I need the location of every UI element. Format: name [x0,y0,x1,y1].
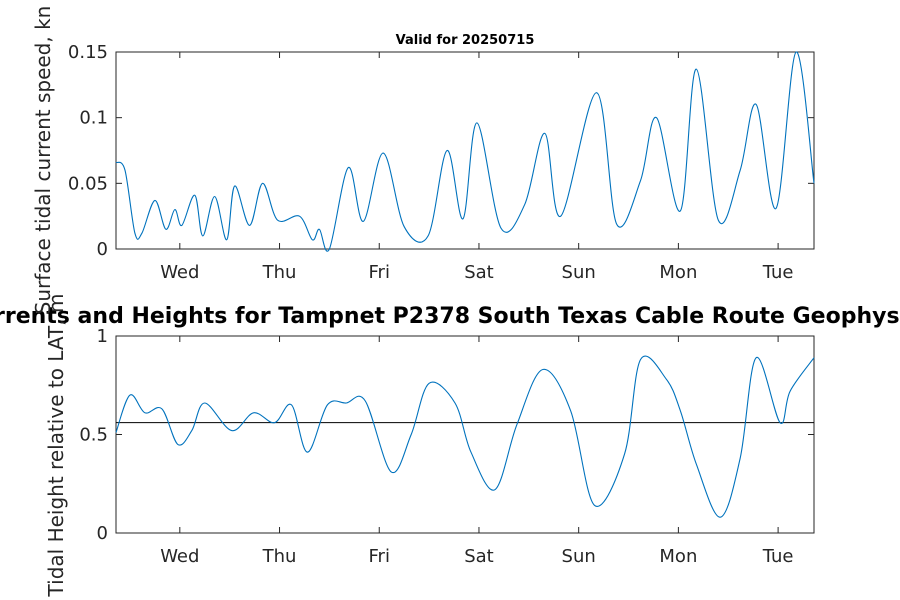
y-tick-label: 0.05 [68,173,108,194]
current-speed-axes-frame [115,51,815,250]
y-tick-label: 1 [97,326,108,347]
tidal-height-y-axis-label: Tidal Height relative to LAT, m [44,294,68,598]
current-speed-panel: 0 0.05 0.1 0.15 Wed Thu Fri Sat Sun Mon Tue [68,42,815,283]
series-line [115,51,815,252]
x-tick-label: Mon [659,262,697,283]
x-tick-label: Sun [562,546,596,567]
x-tick-label: Sat [464,262,494,283]
x-tick-label: Sat [464,546,494,567]
x-tick-label: Thu [262,546,297,567]
x-tick-label: Thu [262,262,297,283]
tidal-height-marks: 0 0.5 1 Wed Thu Fri Sat Sun Mon Tue [79,326,815,567]
x-tick-label: Fri [369,262,390,283]
y-tick-label: 0 [97,239,108,260]
y-tick-label: 0.15 [68,42,108,63]
current-speed-y-axis-label: Surface tidal current speed, kn [31,6,55,315]
x-tick-label: Fri [369,546,390,567]
tidal-height-panel: 0 0.5 1 Wed Thu Fri Sat Sun Mon Tue [79,326,815,567]
main-chart-title: Tidal Currents and Heights for Tampnet P… [0,304,900,329]
current-speed-marks: 0 0.05 0.1 0.15 Wed Thu Fri Sat Sun Mon Tue [68,42,815,283]
valid-date-title: Valid for 20250715 [396,33,535,48]
y-tick-label: 0.1 [79,108,108,129]
y-tick-label: 0 [97,523,108,544]
x-tick-label: Mon [659,546,697,567]
series-line [115,355,815,518]
x-tick-label: Tue [762,262,794,283]
x-tick-label: Tue [762,546,794,567]
x-tick-label: Wed [160,546,199,567]
x-tick-label: Wed [160,262,199,283]
y-tick-label: 0.5 [79,425,108,446]
x-tick-label: Sun [562,262,596,283]
